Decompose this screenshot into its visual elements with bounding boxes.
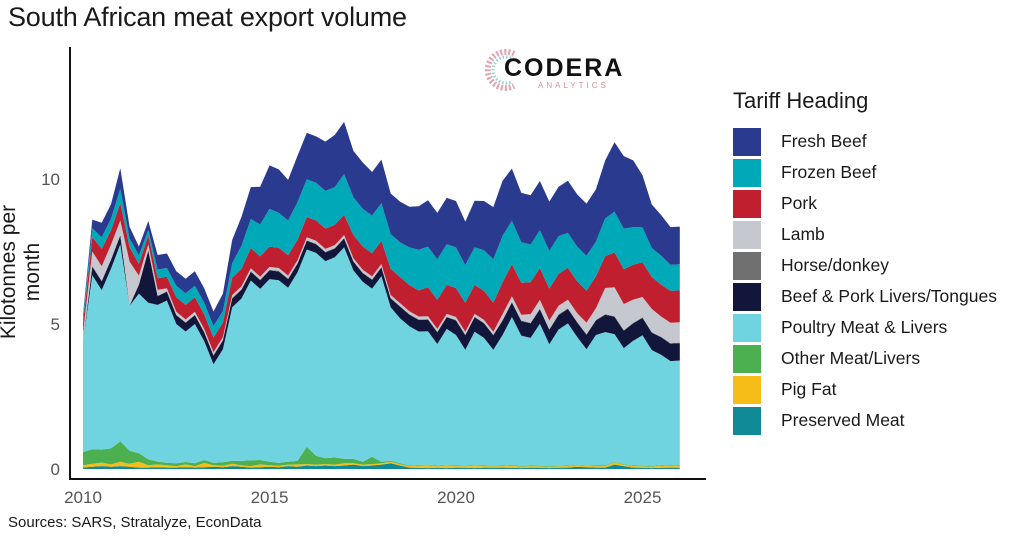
legend-item: Poultry Meat & Livers [733, 312, 997, 343]
area-beef-pork-livers-tongues [83, 235, 680, 365]
legend-items: Fresh Beef Frozen Beef Pork Lamb Horse/donke… [733, 126, 997, 436]
legend-swatch [733, 127, 761, 156]
logo-name: CODERA [504, 54, 625, 82]
chart-title: South African meat export volume [8, 2, 407, 32]
legend: Tariff Heading Fresh Beef Frozen Beef Pork… [733, 88, 997, 436]
legend-label: Horse/donkey [781, 255, 889, 275]
area-layers [83, 121, 680, 469]
area-pork [83, 203, 680, 353]
legend-label: Frozen Beef [781, 162, 877, 182]
x-tick-label: 2025 [624, 488, 662, 507]
legend-label: Pork [781, 193, 817, 213]
legend-label: Fresh Beef [781, 131, 867, 151]
legend-swatch [733, 344, 761, 373]
legend-item: Frozen Beef [733, 157, 997, 188]
legend-swatch [733, 282, 761, 311]
source-note: Sources: SARS, Stratalyze, EconData [8, 514, 262, 531]
legend-label: Poultry Meat & Livers [781, 317, 948, 337]
legend-label: Other Meat/Livers [781, 348, 921, 368]
legend-title: Tariff Heading [733, 88, 869, 113]
legend-label: Beef & Pork Livers/Tongues [781, 286, 997, 306]
legend-item: Pork [733, 188, 997, 219]
y-tick-label: 0 [51, 460, 60, 479]
x-tick-label: 2010 [64, 488, 102, 507]
legend-label: Preserved Meat [781, 410, 905, 430]
area-preserved-meat [83, 463, 680, 469]
y-tick-label: 5 [51, 315, 60, 334]
x-tick-label: 2020 [437, 488, 475, 507]
legend-item: Horse/donkey [733, 250, 997, 281]
legend-swatch [733, 313, 761, 342]
legend-label: Lamb [781, 224, 825, 244]
area-frozen-beef [83, 174, 680, 338]
legend-item: Pig Fat [733, 374, 997, 405]
legend-swatch [733, 158, 761, 187]
area-fresh-beef [83, 121, 680, 327]
codera-logo: CODERA ANALYTICS [484, 46, 624, 96]
legend-item: Preserved Meat [733, 405, 997, 436]
x-tick-labels: 2010 2015 2020 2025 [64, 488, 661, 507]
stacked-area-chart: 0 5 10 2010 2015 2020 2025 [41, 47, 706, 507]
legend-item: Lamb [733, 219, 997, 250]
legend-label: Pig Fat [781, 379, 837, 399]
logo-subtitle: ANALYTICS [538, 81, 609, 90]
legend-swatch [733, 406, 761, 435]
area-pig-fat [83, 461, 680, 469]
area-poultry-meat-livers [83, 244, 680, 467]
legend-swatch [733, 220, 761, 249]
legend-item: Other Meat/Livers [733, 343, 997, 374]
logo-mark-icon [484, 49, 516, 91]
y-tick-labels: 0 5 10 [41, 170, 60, 479]
x-tick-label: 2015 [251, 488, 289, 507]
legend-item: Fresh Beef [733, 126, 997, 157]
legend-item: Beef & Pork Livers/Tongues [733, 281, 997, 312]
y-tick-label: 10 [41, 170, 60, 189]
legend-swatch [733, 375, 761, 404]
legend-swatch [733, 251, 761, 280]
area-lamb [83, 220, 680, 355]
legend-swatch [733, 189, 761, 218]
y-axis-label: Kilotonnes per month [0, 204, 44, 340]
